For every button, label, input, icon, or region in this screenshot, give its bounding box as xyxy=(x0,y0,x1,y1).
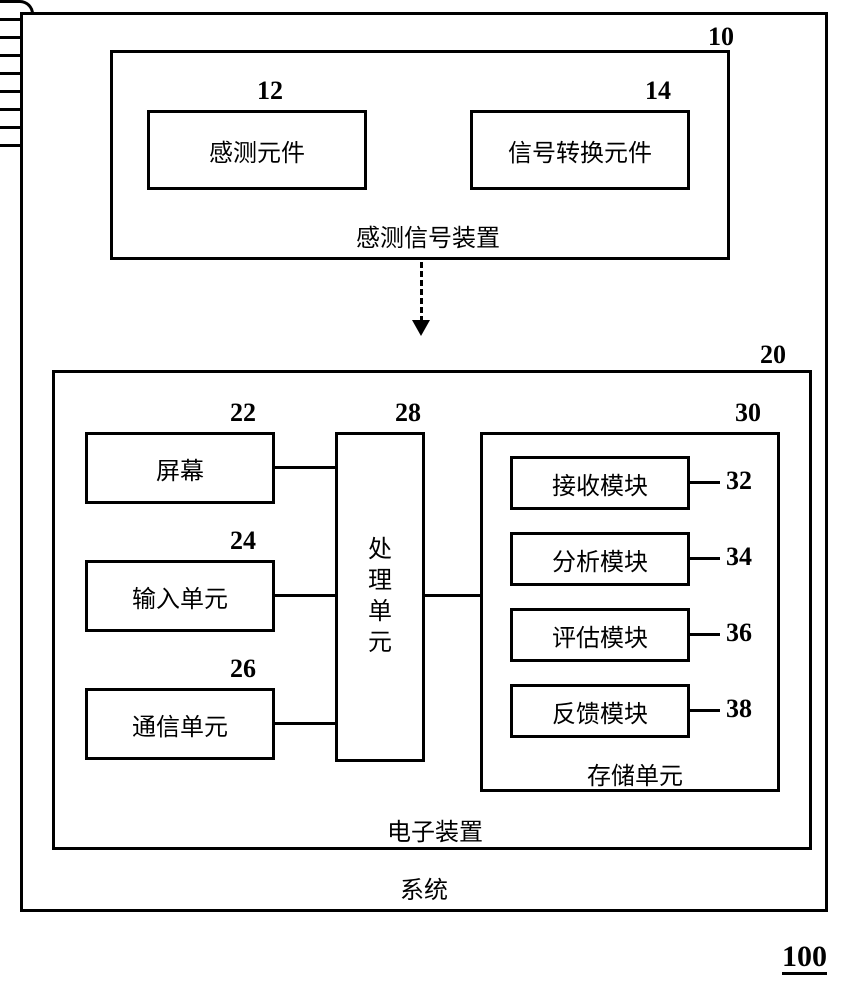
sensing-device-label: 感测信号装置 xyxy=(348,218,508,253)
leader-38 xyxy=(690,709,720,712)
ref-14: 14 xyxy=(645,76,671,106)
screen-box: 屏幕 xyxy=(85,432,275,504)
receive-module-label: 接收模块 xyxy=(552,466,648,501)
leader-36 xyxy=(690,633,720,636)
ref-10: 10 xyxy=(708,22,734,52)
input-unit-box: 输入单元 xyxy=(85,560,275,632)
figure-number: 100 xyxy=(782,940,827,974)
leader-32 xyxy=(690,481,720,484)
arrow-head xyxy=(412,320,430,336)
signal-conv-label: 信号转换元件 xyxy=(508,133,652,168)
processing-unit-char-3: 元 xyxy=(368,628,392,659)
input-unit-label: 输入单元 xyxy=(132,579,228,614)
evaluate-module-label: 评估模块 xyxy=(552,618,648,653)
storage-unit-label: 存储单元 xyxy=(580,756,690,791)
leader-34 xyxy=(690,557,720,560)
ref-24: 24 xyxy=(230,526,256,556)
receive-module-box: 接收模块 xyxy=(510,456,690,510)
comm-unit-box: 通信单元 xyxy=(85,688,275,760)
ref-36: 36 xyxy=(726,618,752,648)
line-28-30 xyxy=(425,594,480,597)
ref-20: 20 xyxy=(760,340,786,370)
ref-22: 22 xyxy=(230,398,256,428)
line-24-28 xyxy=(275,594,335,597)
sensing-element-label: 感测元件 xyxy=(209,133,305,168)
ref-26: 26 xyxy=(230,654,256,684)
feedback-module-label: 反馈模块 xyxy=(552,694,648,729)
processing-unit-box: 处 理 单 元 xyxy=(335,432,425,762)
line-26-28 xyxy=(275,722,335,725)
ref-34: 34 xyxy=(726,542,752,572)
processing-unit-char-1: 理 xyxy=(368,566,392,597)
arrow-line xyxy=(420,262,423,322)
analyze-module-box: 分析模块 xyxy=(510,532,690,586)
comm-unit-label: 通信单元 xyxy=(132,707,228,742)
system-label: 系统 xyxy=(394,870,454,905)
evaluate-module-box: 评估模块 xyxy=(510,608,690,662)
signal-conv-box: 信号转换元件 xyxy=(470,110,690,190)
processing-unit-char-2: 单 xyxy=(368,597,392,628)
ref-28: 28 xyxy=(395,398,421,428)
feedback-module-box: 反馈模块 xyxy=(510,684,690,738)
processing-unit-char-0: 处 xyxy=(368,535,392,566)
ref-12: 12 xyxy=(257,76,283,106)
ref-38: 38 xyxy=(726,694,752,724)
analyze-module-label: 分析模块 xyxy=(552,542,648,577)
sensing-element-box: 感测元件 xyxy=(147,110,367,190)
screen-label: 屏幕 xyxy=(156,451,204,486)
ref-30: 30 xyxy=(735,398,761,428)
diagram-canvas: 系统 10 感测信号装置 感测元件 12 信号转换元件 14 20 电子装置 屏… xyxy=(0,0,867,1000)
electronic-device-label: 电子装置 xyxy=(380,812,490,847)
line-22-28 xyxy=(275,466,335,469)
ref-32: 32 xyxy=(726,466,752,496)
